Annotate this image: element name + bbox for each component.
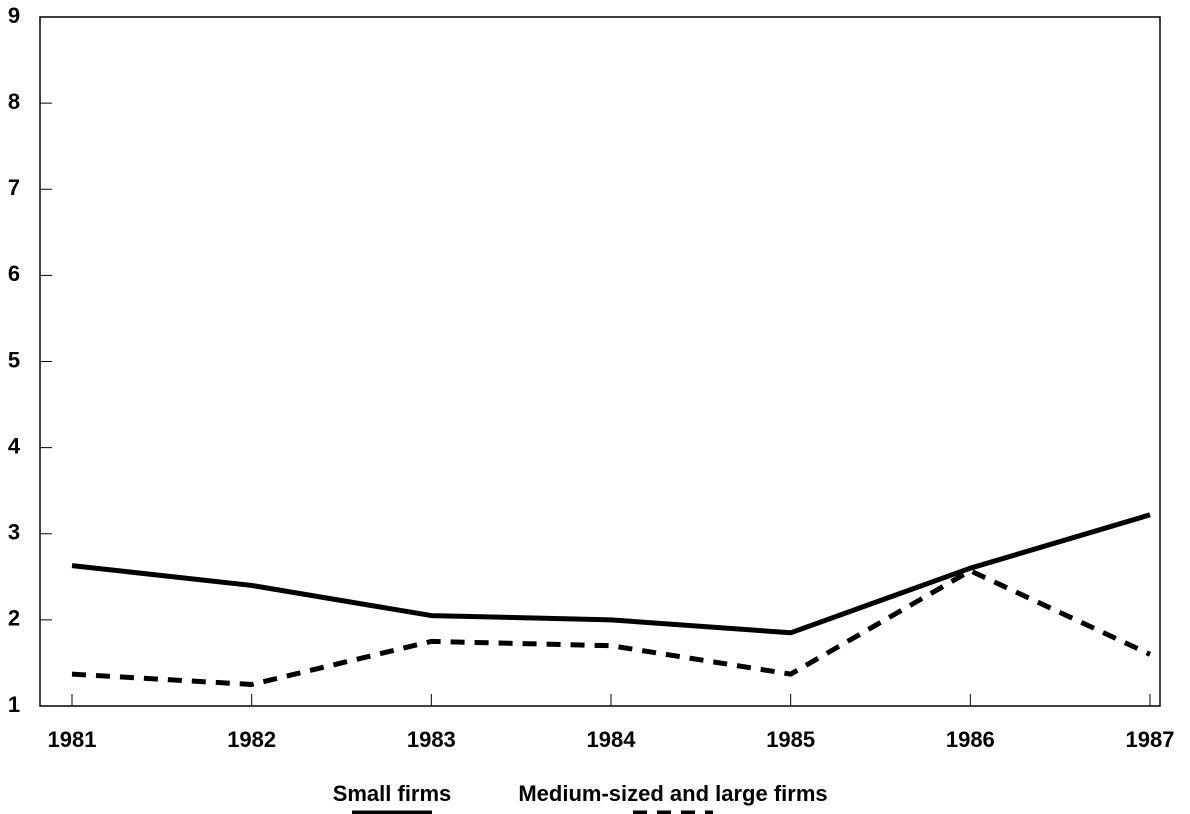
legend-label: Small firms bbox=[333, 781, 452, 806]
x-tick-label: 1984 bbox=[587, 727, 637, 752]
series-line bbox=[71, 568, 1152, 687]
y-tick-label: 8 bbox=[8, 89, 20, 114]
y-tick-label: 2 bbox=[8, 606, 20, 631]
y-tick-label: 5 bbox=[8, 347, 20, 372]
x-tick-label: 1987 bbox=[1126, 727, 1175, 752]
x-tick-label: 1986 bbox=[946, 727, 995, 752]
plot-frame bbox=[39, 16, 1161, 707]
legend-label: Medium-sized and large firms bbox=[518, 781, 827, 806]
y-tick-label: 7 bbox=[8, 175, 20, 200]
x-tick-label: 1983 bbox=[407, 727, 456, 752]
x-tick-label: 1982 bbox=[227, 727, 276, 752]
y-tick-label: 4 bbox=[8, 433, 21, 458]
y-tick-label: 6 bbox=[8, 261, 20, 286]
y-tick-label: 1 bbox=[8, 692, 20, 717]
series-line bbox=[71, 512, 1151, 636]
y-tick-label: 3 bbox=[8, 520, 20, 545]
x-tick-label: 1981 bbox=[48, 727, 97, 752]
y-tick-label: 9 bbox=[8, 3, 20, 28]
x-tick-label: 1985 bbox=[766, 727, 815, 752]
